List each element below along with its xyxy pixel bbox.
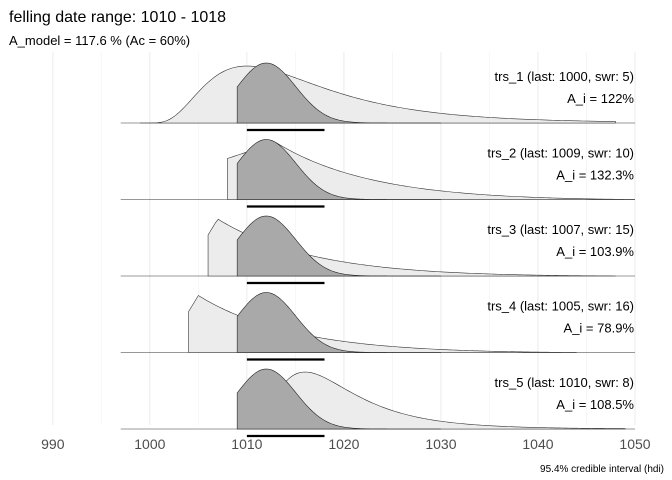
model-density: [236, 368, 441, 430]
x-tick-label: 1050: [619, 436, 650, 452]
series-name-label: trs_3 (last: 1007, swr: 15): [487, 222, 634, 237]
x-tick-label: 1030: [425, 436, 456, 452]
x-tick-label: 1000: [134, 436, 165, 452]
panel-trs-1: trs_1 (last: 1000, swr: 5) A_i = 122%: [120, 62, 635, 132]
x-tick-label: 1040: [522, 436, 553, 452]
chart-caption: 95.4% credible interval (hdi): [540, 464, 664, 475]
series-agreement-label: A_i = 108.5%: [556, 397, 634, 412]
panel-trs-2: trs_2 (last: 1009, swr: 10) A_i = 132.3%: [120, 139, 636, 208]
series-agreement-label: A_i = 122%: [567, 91, 634, 106]
panel-trs-4: trs_4 (last: 1005, swr: 16) A_i = 78.9%: [120, 292, 635, 361]
series-name-label: trs_4 (last: 1005, swr: 16): [487, 299, 634, 314]
chart-subtitle: A_model = 117.6 % (Ac = 60%): [9, 33, 190, 48]
series-name-label: trs_1 (last: 1000, swr: 5): [495, 69, 634, 84]
series-density: [237, 371, 626, 430]
panel-trs-3: trs_3 (last: 1007, swr: 15) A_i = 103.9%: [120, 215, 635, 285]
model-density: [236, 215, 441, 277]
model-density: [236, 292, 441, 353]
x-axis: 990 1000 1010 1020 1030 1040 1050: [41, 436, 651, 452]
series-agreement-label: A_i = 103.9%: [556, 244, 634, 259]
panel-trs-5: trs_5 (last: 1010, swr: 8) A_i = 108.5%: [120, 368, 635, 438]
x-tick-label: 1010: [231, 436, 262, 452]
series-name-label: trs_5 (last: 1010, swr: 8): [495, 375, 634, 390]
chart-title: felling date range: 1010 - 1018: [9, 9, 226, 26]
model-density: [236, 62, 441, 124]
series-name-label: trs_2 (last: 1009, swr: 10): [487, 146, 634, 161]
x-tick-label: 990: [41, 436, 65, 452]
series-density: [227, 142, 636, 200]
model-density: [236, 139, 441, 200]
panels: trs_1 (last: 1000, swr: 5)A_i = 122%trs_…: [120, 62, 636, 438]
x-tick-label: 1020: [328, 436, 359, 452]
series-agreement-label: A_i = 78.9%: [564, 321, 635, 336]
series-agreement-label: A_i = 132.3%: [556, 168, 634, 183]
